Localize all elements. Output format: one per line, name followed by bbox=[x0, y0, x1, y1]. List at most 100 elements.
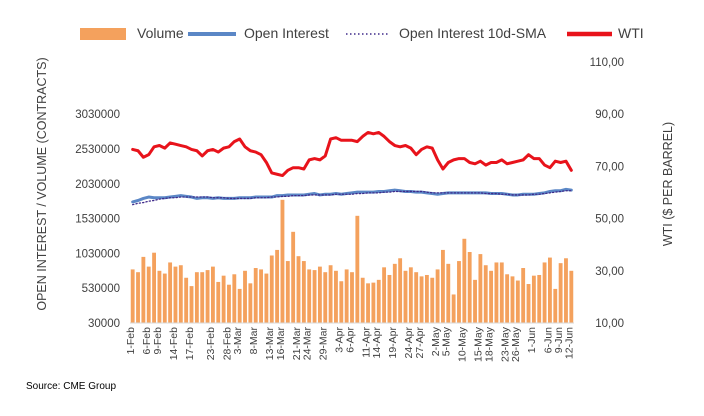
volume-bar bbox=[285, 261, 290, 323]
volume-bar bbox=[446, 263, 451, 323]
volume-bar bbox=[382, 267, 387, 323]
volume-bar bbox=[392, 263, 397, 323]
x-tick-label: 27-Apr bbox=[414, 326, 426, 358]
volume-bar bbox=[376, 279, 381, 323]
volume-bar bbox=[269, 255, 274, 323]
volume-bar bbox=[189, 286, 194, 323]
volume-bar bbox=[264, 273, 269, 323]
volume-bar bbox=[334, 270, 338, 323]
y-tick-right: 50,00 bbox=[595, 214, 624, 226]
volume-bar bbox=[237, 288, 242, 323]
y-tick-left: 530000 bbox=[82, 283, 120, 295]
legend-label-wti: WTI bbox=[618, 25, 644, 41]
volume-bar bbox=[548, 257, 552, 323]
volume-bar bbox=[489, 270, 494, 323]
x-tick-label: 3-Mar bbox=[232, 326, 244, 354]
legend-swatch-volume bbox=[80, 28, 126, 40]
volume-bar bbox=[387, 274, 392, 323]
volume-bar bbox=[526, 284, 531, 323]
volume-bar bbox=[531, 275, 536, 323]
legend-label-open-interest: Open Interest bbox=[244, 25, 329, 41]
y-tick-left: 1530000 bbox=[75, 214, 120, 226]
volume-bar bbox=[205, 270, 210, 323]
source-note: Source: CME Group bbox=[26, 381, 116, 392]
volume-bar bbox=[162, 273, 167, 323]
volume-bar bbox=[435, 269, 440, 323]
y-tick-left: 2530000 bbox=[75, 144, 120, 156]
volume-bar bbox=[248, 283, 253, 323]
volume-bar bbox=[136, 272, 140, 323]
volume-bar bbox=[301, 261, 306, 323]
volume-bar bbox=[403, 270, 408, 323]
volume-bar bbox=[296, 256, 301, 323]
x-tick-label: 17-Feb bbox=[184, 327, 196, 360]
x-tick-label: 9-Feb bbox=[152, 327, 164, 355]
x-tick-label: 6-Apr bbox=[344, 327, 356, 353]
volume-bar bbox=[259, 269, 263, 323]
volume-bar bbox=[553, 288, 558, 323]
x-tick-label: 6-Feb bbox=[141, 327, 153, 355]
volume-bar bbox=[494, 262, 499, 323]
volume-bar bbox=[210, 266, 215, 323]
volume-bar bbox=[227, 284, 231, 323]
x-tick-label: 2-May bbox=[430, 326, 442, 356]
legend-label-sma: Open Interest 10d-SMA bbox=[399, 25, 547, 41]
volume-bar bbox=[178, 265, 183, 323]
x-tick-label: 10-May bbox=[457, 326, 469, 362]
x-tick-label: 1-Feb bbox=[125, 327, 137, 355]
y-axis-right: 110,00 90,00 70,00 50,00 30,00 10,00 bbox=[590, 57, 624, 330]
volume-bar bbox=[350, 272, 354, 323]
volume-bar bbox=[253, 268, 258, 323]
x-tick-label: 24-Apr bbox=[403, 326, 415, 358]
volume-bar bbox=[291, 231, 296, 323]
x-tick-label: 18-May bbox=[483, 326, 495, 362]
y-tick-right: 30,00 bbox=[595, 266, 624, 278]
x-tick-label: 13-Mar bbox=[264, 327, 276, 361]
volume-bar bbox=[473, 279, 477, 323]
volume-bar bbox=[360, 277, 365, 323]
volume-bar bbox=[564, 258, 568, 323]
volume-bar bbox=[194, 272, 199, 323]
y-axis-right-title: WTI ($ PER BARREL) bbox=[661, 122, 675, 246]
volume-bar bbox=[232, 274, 237, 323]
volume-bar bbox=[408, 267, 413, 323]
volume-bar bbox=[275, 249, 280, 323]
y-tick-right: 70,00 bbox=[595, 161, 624, 173]
volume-bar bbox=[317, 266, 322, 323]
volume-bars bbox=[130, 199, 574, 323]
volume-bar bbox=[542, 262, 547, 323]
y-tick-left: 30000 bbox=[88, 318, 120, 330]
x-tick-label: 26-May bbox=[510, 326, 522, 362]
volume-bar bbox=[521, 268, 526, 323]
volume-bar bbox=[366, 283, 370, 323]
volume-bar bbox=[398, 258, 403, 323]
volume-bar bbox=[462, 238, 467, 323]
x-tick-label: 29-Mar bbox=[318, 327, 330, 361]
x-tick-label: 15-May bbox=[473, 326, 485, 362]
y-tick-right: 10,00 bbox=[595, 318, 624, 330]
x-tick-label: 14-Feb bbox=[168, 327, 180, 360]
volume-bar bbox=[280, 199, 285, 323]
x-tick-label: 23-Feb bbox=[205, 327, 217, 360]
volume-bar bbox=[168, 262, 173, 323]
x-tick-label: 6-Jun bbox=[542, 327, 554, 353]
volume-bar bbox=[537, 274, 542, 323]
volume-bar bbox=[467, 252, 472, 323]
x-tick-label: 9-Jun bbox=[553, 327, 565, 353]
x-tick-label: 19-Apr bbox=[387, 326, 399, 358]
volume-bar bbox=[307, 269, 312, 323]
volume-bar bbox=[323, 272, 328, 323]
x-tick-label: 3-Apr bbox=[334, 327, 346, 353]
y-tick-right: 90,00 bbox=[595, 109, 624, 121]
volume-bar bbox=[510, 276, 515, 323]
y-axis-left-title: OPEN INTEREST / VOLUME (CONTRACTS) bbox=[35, 57, 49, 310]
volume-bar bbox=[451, 294, 456, 323]
x-tick-label: 1-Jun bbox=[526, 327, 538, 353]
x-tick-label: 11-Apr bbox=[360, 327, 372, 358]
x-tick-label: 8-Mar bbox=[248, 326, 260, 354]
x-tick-label: 24-Mar bbox=[302, 327, 314, 361]
volume-bar bbox=[355, 215, 360, 323]
volume-bar bbox=[221, 275, 226, 323]
y-tick-left: 3030000 bbox=[75, 109, 120, 121]
